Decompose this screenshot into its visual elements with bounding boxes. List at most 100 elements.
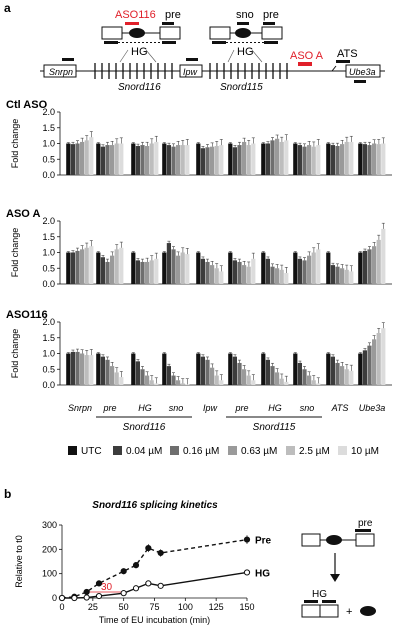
bar: [219, 380, 224, 385]
bar: [140, 145, 145, 175]
bar: [80, 353, 85, 385]
bar: [196, 143, 201, 175]
data-point: [132, 562, 140, 569]
schematic-exon-2: [355, 533, 375, 547]
series-line: [62, 571, 248, 599]
bar: [335, 146, 340, 175]
bar: [372, 246, 377, 284]
bar: [232, 356, 237, 385]
schematic-hg-probe-b: [322, 600, 336, 603]
ipw-probe: [186, 58, 198, 61]
xtick-snrpn: Snrpn: [68, 403, 92, 413]
bar: [340, 144, 345, 175]
x-tick-label: 100: [178, 602, 193, 612]
bar: [80, 249, 85, 284]
bar: [185, 145, 190, 175]
ube3a-label: Ube3a: [349, 67, 376, 77]
bar: [200, 356, 205, 385]
bar: [70, 252, 75, 284]
bar: [261, 143, 266, 175]
bar: [237, 145, 242, 175]
legend-swatch-0.63: [228, 446, 237, 455]
y-tick-label: 2.0: [42, 317, 55, 327]
bar: [293, 353, 298, 385]
ats-arrow: [331, 65, 337, 72]
bar: [358, 353, 363, 385]
bar: [302, 260, 307, 284]
x-tick-label: 150: [239, 602, 254, 612]
ats-label: ATS: [337, 48, 358, 60]
pre-label-left: pre: [165, 9, 181, 21]
bar: [311, 146, 316, 175]
bar: [89, 355, 94, 385]
snord-repeats: [94, 63, 288, 79]
bar: [237, 362, 242, 385]
bar: [210, 146, 215, 175]
bar: [214, 268, 219, 284]
bar: [307, 145, 312, 175]
bar: [297, 258, 302, 284]
legend-swatch-2.5: [286, 446, 295, 455]
aso-a-mark: [298, 62, 312, 66]
bar: [110, 145, 115, 175]
bar: [219, 145, 224, 175]
schematic-exon-1: [301, 533, 321, 547]
bar: [70, 144, 75, 175]
hg-probe-left-a: [104, 41, 118, 44]
annotation-30: 30: [101, 582, 113, 593]
bar: [270, 366, 275, 385]
bar: [140, 369, 145, 385]
y-tick-label: 0.5: [42, 154, 55, 164]
bar: [185, 384, 190, 385]
y-tick-label: 0.0: [42, 279, 55, 289]
bar: [311, 252, 316, 284]
pre-probe-left: [162, 22, 174, 25]
bar: [114, 249, 119, 284]
bar: [66, 353, 71, 385]
bar: [154, 258, 159, 284]
bar: [66, 252, 71, 284]
bar: [162, 143, 167, 175]
schematic-plus: +: [346, 606, 352, 618]
ube3a-box: [345, 64, 381, 78]
bar: [171, 249, 176, 284]
bar-chart-panel: ASO A Fold change 0.0 0.5 1.0 1.5 2.0: [6, 208, 392, 289]
bar: [180, 383, 185, 385]
x-tick-label: 50: [119, 602, 129, 612]
bar: [284, 272, 289, 284]
bar: [293, 252, 298, 284]
sno-probe: [237, 22, 249, 25]
bar: [340, 268, 345, 284]
bar: [251, 258, 256, 284]
panel-b-label: b: [4, 487, 11, 501]
bar: [279, 269, 284, 284]
hg-probe-right-b: [264, 41, 278, 44]
bar: [242, 265, 247, 284]
bar: [119, 143, 124, 175]
bar: [307, 255, 312, 284]
bar: [185, 254, 190, 284]
bar: [84, 247, 89, 284]
bar: [367, 145, 372, 175]
pre-probe-right: [263, 22, 275, 25]
aso116-mark: [125, 22, 139, 25]
y-tick-label: 0.5: [42, 364, 55, 374]
bar: [75, 143, 80, 175]
bar: [105, 261, 110, 284]
bar: [330, 145, 335, 175]
xtick-ipw: Ipw: [203, 403, 218, 413]
bar: [171, 375, 176, 385]
bar: [145, 146, 150, 175]
x-tick-label: 125: [209, 602, 224, 612]
x-tick-label: 25: [88, 602, 98, 612]
bar: [349, 141, 354, 175]
y-axis-label: Fold change: [10, 329, 20, 379]
bar: [89, 137, 94, 175]
bar: [302, 146, 307, 175]
bar: [232, 260, 237, 284]
bar: [330, 265, 335, 284]
xtick-sno-116: sno: [169, 403, 184, 413]
data-point: [71, 594, 78, 602]
bar: [210, 367, 215, 385]
